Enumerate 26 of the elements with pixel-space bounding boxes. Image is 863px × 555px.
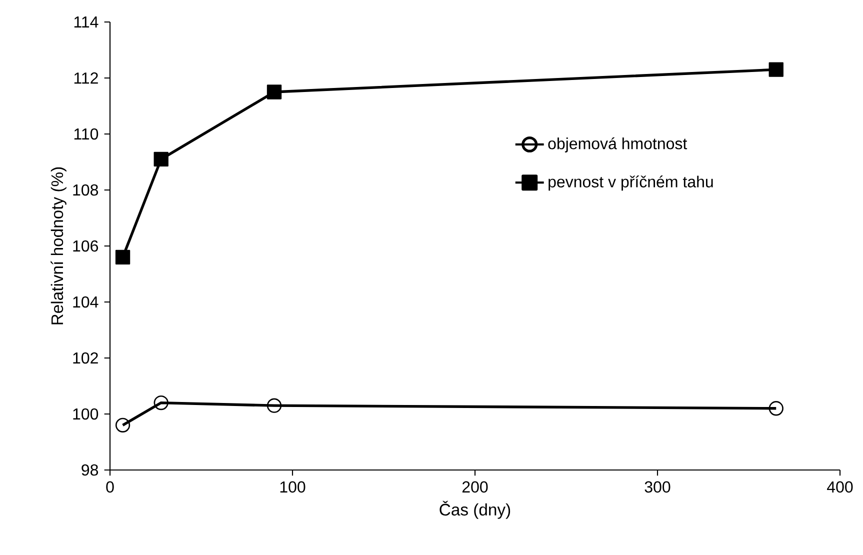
- legend-label: objemová hmotnost: [548, 137, 688, 152]
- point: [154, 395, 168, 410]
- y-tick-label: 98: [82, 464, 98, 476]
- y-axis-title: Relativní hodnoty (%): [50, 167, 66, 324]
- x-axis-title: Čas (dny): [440, 500, 510, 519]
- legend-label: pevnost v příčném tahu: [548, 176, 713, 191]
- x-tick-label: 300: [644, 481, 670, 493]
- y-tick-label: 108: [73, 184, 98, 196]
- point: [768, 62, 784, 77]
- y-tick-label: 102: [73, 352, 98, 364]
- x-tick-label: 400: [827, 481, 853, 493]
- y-tick-label: 112: [74, 72, 98, 84]
- point: [115, 418, 130, 433]
- x-tick-label: 0: [106, 481, 114, 493]
- point: [154, 152, 168, 167]
- y-tick-label: 110: [74, 128, 98, 140]
- y-tick-label: 104: [73, 296, 98, 308]
- point: [768, 401, 784, 416]
- point: [266, 84, 282, 100]
- x-tick-label: 200: [462, 481, 488, 493]
- y-tick-label: 114: [74, 16, 98, 28]
- y-tick-label: 100: [73, 408, 98, 420]
- point: [115, 250, 130, 265]
- x-tick-label: 100: [280, 481, 306, 493]
- y-tick-label: 106: [73, 240, 98, 252]
- point: [266, 398, 282, 413]
